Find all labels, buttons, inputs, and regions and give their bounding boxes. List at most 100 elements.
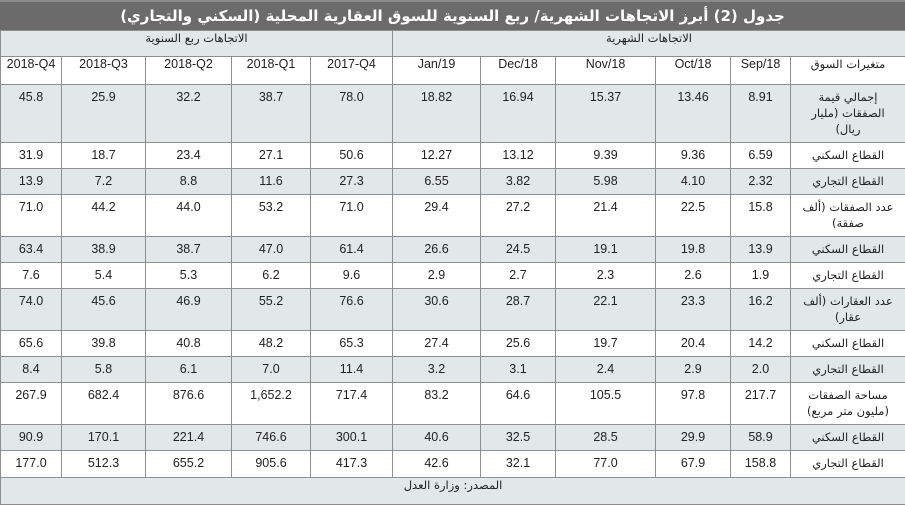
row-label: إجمالي قيمة الصفقات (مليار ريال): [790, 84, 905, 143]
row-label: القطاع السكني: [790, 142, 905, 169]
cell: 38.7: [145, 236, 232, 263]
source-row: المصدر: وزارة العدل: [0, 477, 905, 505]
cell: 67.9: [655, 450, 731, 478]
cell: 90.9: [0, 424, 62, 451]
cell: 61.4: [310, 236, 393, 263]
cell: 2.3: [555, 262, 656, 289]
cell: 170.1: [61, 424, 146, 451]
cell: 5.8: [61, 356, 146, 383]
cell: 77.0: [555, 450, 656, 478]
cell: 2.7: [480, 262, 556, 289]
cell: 15.37: [555, 84, 656, 143]
cell: 97.8: [655, 382, 731, 425]
cell: 28.7: [480, 288, 556, 331]
cell: 3.82: [480, 168, 556, 195]
cell: 11.6: [231, 168, 311, 195]
cell: 13.46: [655, 84, 731, 143]
cell: 32.2: [145, 84, 232, 143]
cell: 29.9: [655, 424, 731, 451]
cell: 27.3: [310, 168, 393, 195]
cell: 158.8: [730, 450, 791, 478]
table-row: 267.9 682.4 876.6 1,652.2 717.4 83.2 64.…: [0, 382, 905, 425]
cell: 5.98: [555, 168, 656, 195]
table-row: 65.6 39.8 40.8 48.2 65.3 27.4 25.6 19.7 …: [0, 330, 905, 357]
cell: 42.6: [392, 450, 481, 478]
cell: 717.4: [310, 382, 393, 425]
cell: 28.5: [555, 424, 656, 451]
cell: 300.1: [310, 424, 393, 451]
table-row: 71.0 44.2 44.0 53.2 71.0 29.4 27.2 21.4 …: [0, 194, 905, 237]
cell: 6.55: [392, 168, 481, 195]
cell: 13.12: [480, 142, 556, 169]
cell: 7.2: [61, 168, 146, 195]
cell: 25.9: [61, 84, 146, 143]
cell: 8.91: [730, 84, 791, 143]
cell: 27.2: [480, 194, 556, 237]
cell: 5.3: [145, 262, 232, 289]
cell: 27.1: [231, 142, 311, 169]
row-label: القطاع التجاري: [790, 356, 905, 383]
cell: 19.8: [655, 236, 731, 263]
cell: 71.0: [0, 194, 62, 237]
cell: 16.94: [480, 84, 556, 143]
cell: 45.6: [61, 288, 146, 331]
section-monthly: الاتجاهات الشهرية: [392, 30, 905, 57]
cell: 217.7: [730, 382, 791, 425]
market-trends-table: الاتجاهات ربع السنوية الاتجاهات الشهرية …: [0, 30, 905, 505]
cell: 46.9: [145, 288, 232, 331]
table-row: 13.9 7.2 8.8 11.6 27.3 6.55 3.82 5.98 4.…: [0, 168, 905, 195]
cell: 9.39: [555, 142, 656, 169]
cell: 267.9: [0, 382, 62, 425]
cell: 19.1: [555, 236, 656, 263]
cell: 905.6: [231, 450, 311, 478]
cell: 21.4: [555, 194, 656, 237]
cell: 47.0: [231, 236, 311, 263]
cell: 45.8: [0, 84, 62, 143]
row-label: القطاع التجاري: [790, 450, 905, 478]
cell: 18.7: [61, 142, 146, 169]
cell: 417.3: [310, 450, 393, 478]
cell: 63.4: [0, 236, 62, 263]
cell: 25.6: [480, 330, 556, 357]
cell: 6.59: [730, 142, 791, 169]
cell: 38.7: [231, 84, 311, 143]
col-header-2018-q1: 2018-Q1: [231, 56, 311, 85]
cell: 71.0: [310, 194, 393, 237]
cell: 177.0: [0, 450, 62, 478]
cell: 38.9: [61, 236, 146, 263]
row-label: القطاع السكني: [790, 236, 905, 263]
source-note: المصدر: وزارة العدل: [0, 477, 905, 505]
column-header-row: 2018-Q4 2018-Q3 2018-Q2 2018-Q1 2017-Q4 …: [0, 56, 905, 85]
cell: 18.82: [392, 84, 481, 143]
cell: 14.2: [730, 330, 791, 357]
cell: 3.1: [480, 356, 556, 383]
cell: 3.2: [392, 356, 481, 383]
cell: 1,652.2: [231, 382, 311, 425]
cell: 32.1: [480, 450, 556, 478]
table-row: 31.9 18.7 23.4 27.1 50.6 12.27 13.12 9.3…: [0, 142, 905, 169]
cell: 6.1: [145, 356, 232, 383]
section-header-row: الاتجاهات ربع السنوية الاتجاهات الشهرية: [0, 30, 905, 57]
cell: 2.0: [730, 356, 791, 383]
col-header-jan19: Jan/19: [392, 56, 481, 85]
cell: 876.6: [145, 382, 232, 425]
cell: 30.6: [392, 288, 481, 331]
cell: 76.6: [310, 288, 393, 331]
cell: 4.10: [655, 168, 731, 195]
cell: 13.9: [0, 168, 62, 195]
cell: 2.9: [392, 262, 481, 289]
cell: 50.6: [310, 142, 393, 169]
table-title: جدول (2) أبرز الاتجاهات الشهرية/ ربع الس…: [0, 0, 905, 30]
cell: 512.3: [61, 450, 146, 478]
cell: 2.9: [655, 356, 731, 383]
cell: 9.6: [310, 262, 393, 289]
cell: 55.2: [231, 288, 311, 331]
cell: 19.7: [555, 330, 656, 357]
cell: 32.5: [480, 424, 556, 451]
cell: 22.1: [555, 288, 656, 331]
col-header-2018-q4: 2018-Q4: [0, 56, 62, 85]
table-row: 7.6 5.4 5.3 6.2 9.6 2.9 2.7 2.3 2.6 1.9 …: [0, 262, 905, 289]
cell: 23.4: [145, 142, 232, 169]
cell: 74.0: [0, 288, 62, 331]
row-label: القطاع التجاري: [790, 168, 905, 195]
